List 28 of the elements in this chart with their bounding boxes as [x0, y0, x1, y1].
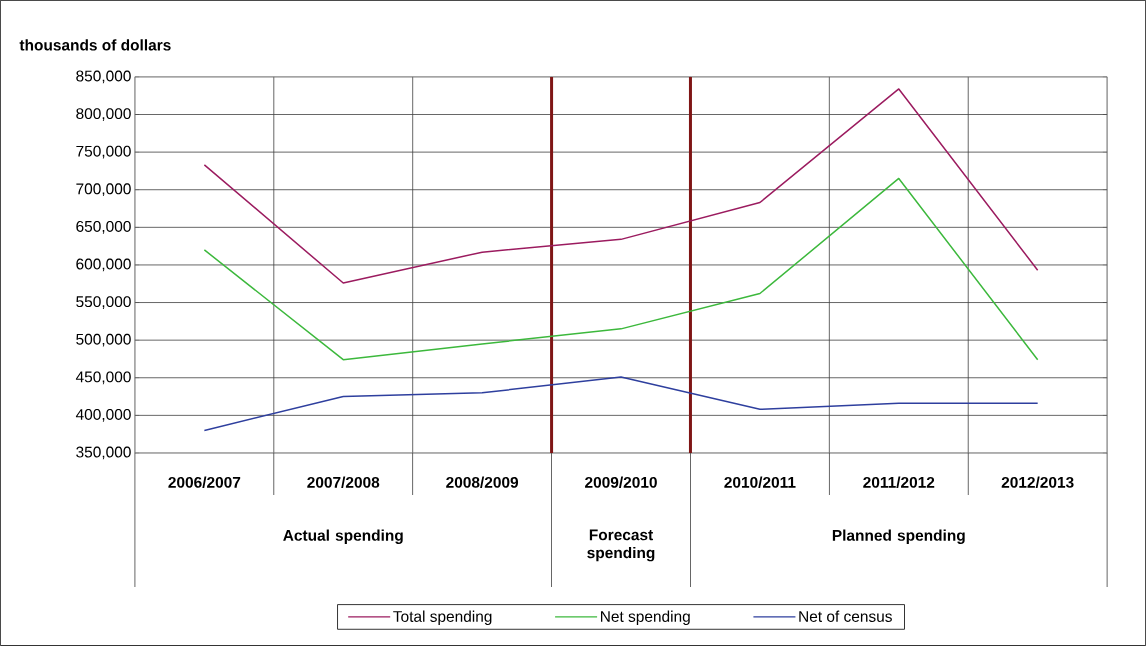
x-tick-label: 2009/2010 [585, 476, 657, 489]
y-tick-label: 750,000 [76, 145, 131, 159]
x-tick-label: 2008/2009 [446, 476, 519, 489]
line-series [203, 376, 1039, 432]
text: Forecast spending [587, 529, 655, 562]
x-tick-label: 2006/2007 [168, 476, 241, 489]
y-tick-label: 400,000 [75, 409, 131, 422]
legend-label: Net spending [601, 610, 690, 626]
y-tick-label: 600,000 [76, 258, 131, 272]
legend-label: Total spending [393, 610, 492, 626]
x-tick-label: 2007/2008 [307, 476, 380, 489]
y-tick-label: 350,000 [76, 446, 131, 460]
y-tick-label: 500,000 [76, 333, 131, 347]
line-series [203, 88, 1039, 284]
y-axis-title: thousands of dollars [19, 39, 171, 51]
x-tick-label: 2012/2013 [1001, 476, 1074, 489]
y-tick-label: 850,000 [76, 70, 131, 84]
line-series [203, 177, 1039, 361]
y-tick-label: 450,000 [75, 371, 131, 385]
y-tick-label: 650,000 [76, 221, 131, 234]
x-tick-label: 2010/2011 [724, 476, 796, 489]
legend-label: Net of census [799, 610, 892, 622]
y-tick-label: 700,000 [76, 183, 131, 197]
text: Planned spending [832, 529, 965, 545]
x-tick-label: 2011/2012 [863, 476, 935, 489]
text: Actual spending [283, 529, 403, 545]
y-tick-label: 550,000 [76, 296, 131, 309]
y-tick-label: 800,000 [76, 108, 131, 121]
